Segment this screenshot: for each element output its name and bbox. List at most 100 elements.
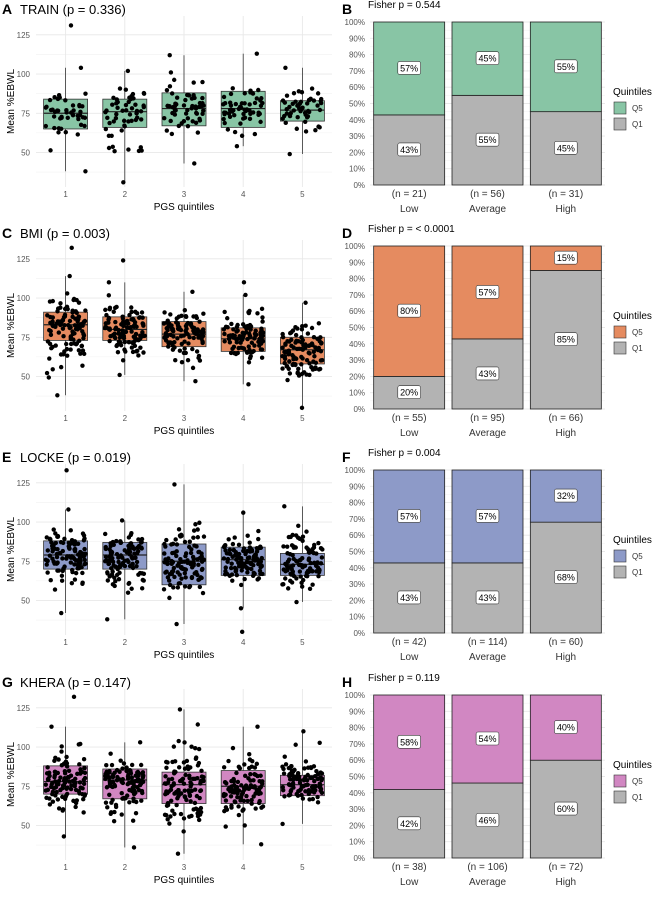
data-point: [226, 111, 232, 116]
data-point: [317, 366, 323, 372]
data-point: [64, 304, 70, 310]
data-point: [233, 785, 239, 790]
data-point: [235, 795, 240, 800]
data-point: [313, 128, 318, 133]
data-point: [174, 95, 180, 100]
y-tick-label: 50: [21, 372, 30, 381]
data-point: [166, 344, 171, 349]
data-point: [290, 552, 295, 558]
data-point: [172, 574, 177, 580]
legend-label: Q5: [632, 104, 643, 113]
data-point: [315, 800, 321, 805]
data-point: [171, 77, 177, 83]
data-point: [135, 769, 141, 775]
data-point: [107, 338, 112, 344]
data-point: [225, 316, 230, 321]
data-point: [48, 314, 53, 320]
data-point: [176, 527, 182, 532]
data-point: [47, 328, 52, 333]
y-tick-label: 40%: [349, 564, 365, 573]
data-point: [103, 109, 108, 115]
data-point: [195, 535, 201, 540]
data-point: [226, 336, 232, 342]
n-label: (n = 95): [470, 413, 505, 424]
data-point: [59, 763, 65, 768]
data-point: [301, 729, 306, 734]
data-point: [226, 537, 231, 542]
data-point: [81, 331, 86, 337]
data-point: [176, 738, 181, 744]
legend-label: Q1: [632, 344, 643, 353]
y-tick-label: 60%: [349, 307, 365, 316]
outlier-point: [120, 258, 126, 263]
data-point: [225, 556, 231, 562]
legend-swatch: [613, 549, 627, 563]
data-point: [189, 782, 194, 787]
q1-percent-label-box: [554, 332, 578, 347]
data-point: [183, 323, 189, 329]
data-point: [180, 776, 186, 782]
data-point: [231, 790, 237, 795]
data-point: [174, 542, 180, 547]
data-point: [52, 775, 57, 780]
y-tick-label: 60%: [349, 531, 365, 540]
data-point: [222, 544, 227, 549]
data-point: [126, 321, 131, 326]
data-point: [70, 112, 76, 118]
data-point: [248, 778, 253, 783]
data-point: [228, 794, 234, 799]
data-point: [66, 322, 71, 328]
q1-percent-label-box: [554, 801, 578, 816]
data-point: [177, 325, 182, 330]
data-point: [241, 111, 246, 117]
panel-letter: D: [342, 225, 352, 241]
outlier-point: [71, 694, 77, 700]
data-point: [55, 393, 60, 398]
q1-percent-label-box: [397, 590, 421, 605]
data-point: [190, 325, 195, 330]
data-point: [294, 599, 299, 605]
data-point: [231, 327, 236, 332]
data-point: [229, 561, 234, 566]
n-label: (n = 114): [468, 637, 508, 648]
data-point: [66, 507, 71, 512]
data-point: [187, 775, 192, 781]
category-label: High: [556, 652, 577, 663]
data-point: [297, 101, 303, 106]
data-point: [172, 791, 177, 796]
data-point: [257, 111, 262, 117]
data-point: [284, 111, 290, 116]
data-point: [114, 101, 119, 106]
data-point: [281, 771, 287, 776]
data-point: [122, 321, 128, 326]
y-tick-label: 100: [17, 70, 31, 79]
y-tick-label: 100: [17, 294, 31, 303]
data-point: [183, 772, 188, 778]
data-point: [165, 332, 170, 338]
data-point: [281, 787, 286, 793]
data-point: [168, 70, 174, 75]
data-point: [118, 342, 124, 348]
data-point: [177, 348, 183, 353]
data-point: [77, 555, 83, 561]
data-point: [195, 763, 201, 768]
data-point: [183, 575, 188, 580]
data-point: [248, 334, 253, 340]
data-point: [183, 314, 189, 320]
data-point: [236, 564, 242, 569]
data-point: [293, 324, 298, 330]
data-point: [114, 97, 120, 102]
y-tick-label: 125: [17, 31, 31, 40]
data-point: [79, 565, 84, 570]
data-point: [314, 569, 319, 574]
data-point: [232, 129, 238, 135]
data-point: [254, 545, 260, 551]
data-point: [198, 805, 204, 811]
data-point: [296, 789, 301, 794]
data-point: [192, 95, 197, 101]
data-point: [221, 793, 227, 799]
q1-percent-label-box: [397, 142, 421, 157]
data-point: [230, 346, 235, 352]
data-point: [112, 809, 117, 815]
data-point: [114, 538, 119, 544]
